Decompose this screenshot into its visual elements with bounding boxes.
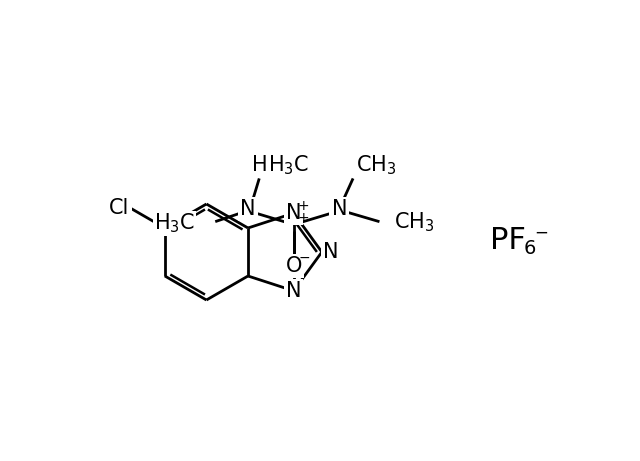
Text: Cl: Cl [109,198,130,218]
Text: $\mathregular{H_3C}$: $\mathregular{H_3C}$ [268,154,309,177]
Text: −: − [534,224,548,242]
Text: +: + [298,211,310,225]
Text: N: N [286,203,301,223]
Text: PF: PF [490,225,526,254]
Text: N: N [323,242,339,262]
Text: N: N [240,199,256,219]
Text: H: H [252,155,268,176]
Text: +: + [298,199,310,213]
Text: −: − [299,251,310,265]
Text: $\mathregular{CH_3}$: $\mathregular{CH_3}$ [394,211,435,235]
Text: $\mathregular{CH_3}$: $\mathregular{CH_3}$ [356,154,397,177]
Text: $\mathregular{H_3C}$: $\mathregular{H_3C}$ [154,212,195,236]
Text: N: N [286,281,301,301]
Text: O: O [285,256,302,276]
Text: N: N [332,199,347,219]
Text: 6: 6 [524,238,536,258]
